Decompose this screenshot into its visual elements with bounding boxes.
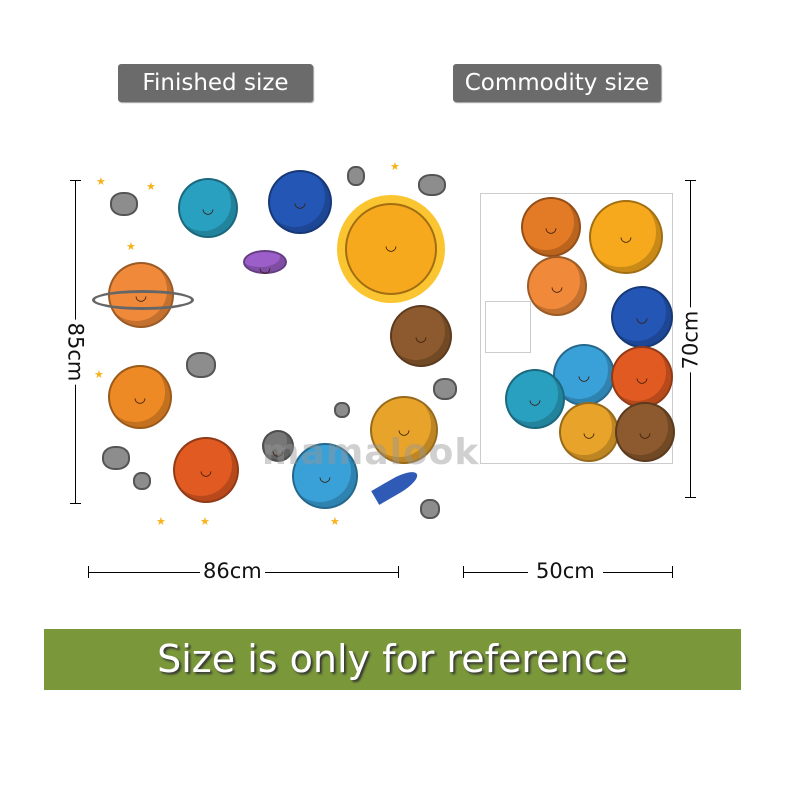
sheet-mini-preview [485,301,531,353]
dimension-tick [88,566,89,578]
sheet-sun [589,200,663,274]
sheet-planet [527,256,587,316]
sticker-sheet [480,193,675,464]
star-icon: ★ [156,515,166,528]
dimension-tick [70,180,81,181]
saturn-ring [92,290,194,310]
sheet-planet [505,369,565,429]
commodity-width-label: 50cm [528,559,603,583]
ufo [243,250,287,276]
watermark: mamalook [262,432,480,473]
mercury-planet [390,305,452,367]
asteroid [420,499,440,519]
star-icon: ★ [94,368,104,381]
uranus-planet [178,178,238,238]
finished-width-label: 86cm [200,559,265,583]
asteroid [347,166,365,186]
star-icon: ★ [390,160,400,173]
moon [262,430,294,462]
asteroid [186,352,216,378]
venus-planet [370,396,438,464]
sheet-planet [611,346,673,408]
asteroid [418,174,446,196]
dimension-tick [685,180,696,181]
dimension-tick [463,566,464,578]
dimension-tick [685,497,696,498]
star-icon: ★ [146,180,156,193]
star-icon: ★ [330,515,340,528]
dimension-tick [398,566,399,578]
asteroid [133,472,151,490]
earth-planet [292,443,358,509]
asteroid [110,192,138,216]
finished-height-label: 85cm [63,319,88,385]
dimension-tick [70,503,81,504]
commodity-size-label: Commodity size [453,64,661,102]
neptune-planet [268,170,332,234]
star-icon: ★ [126,240,136,253]
asteroid [334,402,350,418]
mars-planet [173,437,239,503]
sheet-planet [521,197,581,257]
jupiter-planet [108,365,172,429]
commodity-height-label: 70cm [678,307,703,373]
asteroid [433,378,457,400]
sheet-planet [611,286,673,348]
finished-size-label: Finished size [118,64,313,102]
asteroid [102,446,130,470]
dimension-tick [672,566,673,578]
sun [345,203,437,295]
star-icon: ★ [96,175,106,188]
reference-banner: Size is only for reference [44,629,741,690]
sheet-planet [615,402,675,462]
sheet-planet [559,402,619,462]
star-icon: ★ [200,515,210,528]
